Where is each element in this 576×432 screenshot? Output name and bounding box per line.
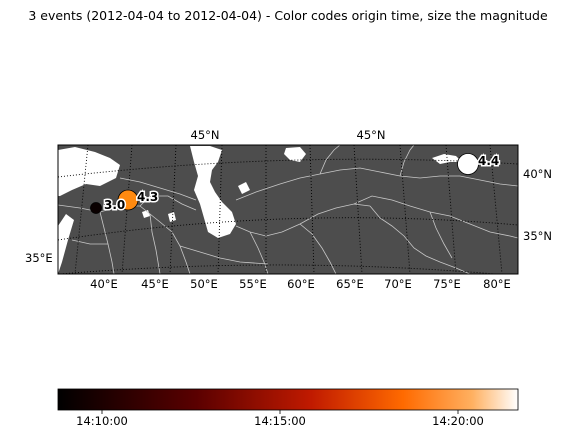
right-lat-label-40: 40°N [523, 167, 552, 181]
figure-title: 3 events (2012-04-04 to 2012-04-04) - Co… [28, 8, 548, 23]
right-lat-label-35: 35°N [523, 229, 552, 243]
lon-label-75: 75°E [433, 277, 461, 291]
map-frame [57, 144, 519, 275]
event-marker-3-0[interactable] [90, 202, 102, 214]
lake-small-1 [238, 182, 250, 194]
lon-label-70: 70°E [384, 277, 412, 291]
lon-label-80: 80°E [483, 277, 511, 291]
colorbar-tick-label-1: 14:10:00 [76, 414, 128, 428]
lon-label-45: 45°E [141, 277, 169, 291]
colorbar-tick-label-3: 14:20:00 [432, 414, 484, 428]
event-marker-4-3[interactable] [117, 189, 139, 211]
colorbar-ticks [101, 410, 459, 414]
map-area: 3.0 4.3 4.4 [58, 145, 518, 274]
event-markers [90, 153, 479, 214]
graticule [58, 145, 518, 274]
lon-label-60: 60°E [287, 277, 315, 291]
aral-sea [284, 147, 306, 162]
caspian-sea [190, 146, 236, 238]
event-marker-4-4[interactable] [457, 153, 479, 175]
lake-balkhash [432, 154, 462, 164]
lake-urmia [168, 212, 176, 222]
land-background [58, 145, 518, 274]
mediterranean-sea [58, 214, 74, 274]
left-label-35e: 35°E [25, 251, 53, 265]
event-label-4-4: 4.4 [478, 154, 499, 168]
colorbar-tick-label-2: 14:15:00 [254, 414, 306, 428]
top-lat-label-1: 45°N [191, 128, 220, 142]
lon-label-40: 40°E [90, 277, 118, 291]
black-sea [58, 147, 120, 196]
event-label-3-0: 3.0 [104, 198, 125, 212]
event-label-4-3: 4.3 [137, 190, 158, 204]
lon-label-55: 55°E [239, 277, 267, 291]
lon-label-65: 65°E [336, 277, 364, 291]
top-lat-label-2: 45°N [357, 128, 386, 142]
country-borders [58, 145, 518, 274]
colorbar [57, 388, 519, 411]
bottom-lon-labels: 40°E 45°E 50°E 55°E 60°E 65°E 70°E 75°E … [90, 277, 511, 291]
lon-label-50: 50°E [190, 277, 218, 291]
